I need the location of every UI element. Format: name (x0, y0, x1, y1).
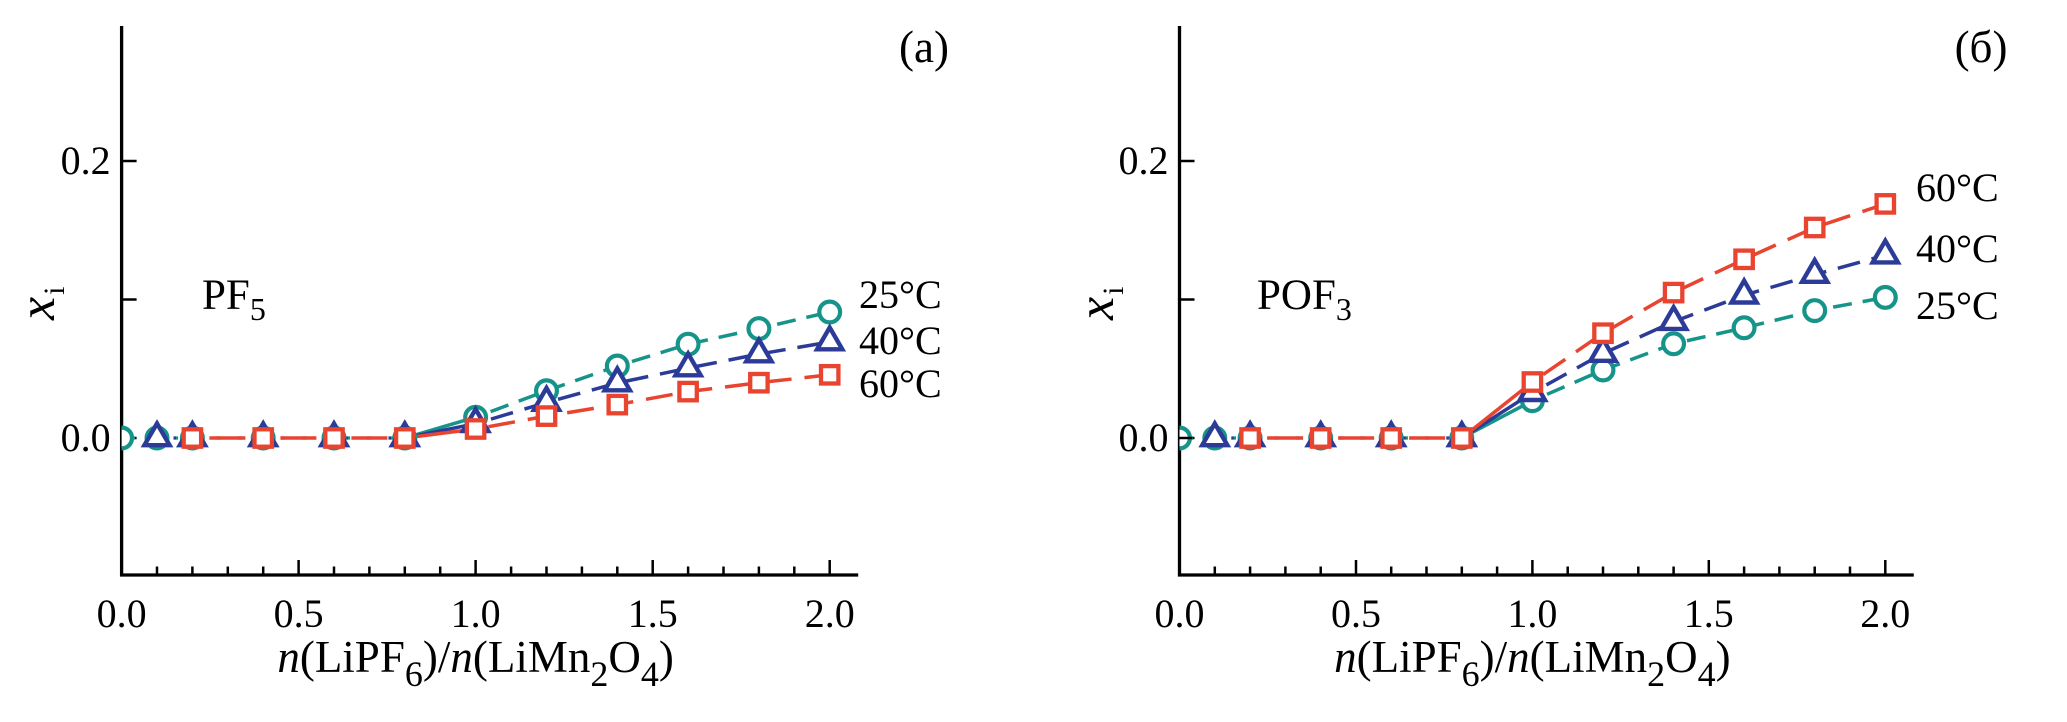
svg-text:60°C: 60°C (859, 361, 942, 406)
svg-text:(б): (б) (1955, 22, 2008, 72)
svg-text:0.0: 0.0 (61, 415, 111, 460)
svg-text:0.2: 0.2 (1119, 138, 1169, 183)
svg-text:1.0: 1.0 (1507, 591, 1557, 636)
svg-text:(a): (a) (899, 22, 949, 72)
svg-text:0.5: 0.5 (1331, 591, 1381, 636)
svg-text:0.2: 0.2 (61, 138, 111, 183)
svg-text:1.5: 1.5 (628, 591, 678, 636)
svg-text:xi: xi (1068, 287, 1130, 321)
svg-text:0.0: 0.0 (1119, 415, 1169, 460)
svg-text:2.0: 2.0 (1860, 591, 1910, 636)
svg-text:xi: xi (9, 287, 71, 321)
svg-text:1.5: 1.5 (1684, 591, 1734, 636)
svg-text:40°C: 40°C (859, 318, 942, 363)
svg-text:60°C: 60°C (1916, 165, 1999, 210)
svg-text:25°C: 25°C (1916, 283, 1999, 328)
svg-text:0.5: 0.5 (274, 591, 324, 636)
svg-text:n(LiPF6)/n(LiMn2O4): n(LiPF6)/n(LiMn2O4) (1334, 632, 1731, 694)
svg-text:POF3: POF3 (1257, 272, 1352, 327)
svg-text:25°C: 25°C (859, 272, 942, 317)
svg-text:2.0: 2.0 (805, 591, 855, 636)
svg-text:0.0: 0.0 (1155, 591, 1205, 636)
svg-text:1.0: 1.0 (451, 591, 501, 636)
svg-text:40°C: 40°C (1916, 226, 1999, 271)
svg-text:n(LiPF6)/n(LiMn2O4): n(LiPF6)/n(LiMn2O4) (277, 632, 674, 694)
svg-text:PF5: PF5 (202, 272, 266, 327)
svg-text:0.0: 0.0 (97, 591, 147, 636)
